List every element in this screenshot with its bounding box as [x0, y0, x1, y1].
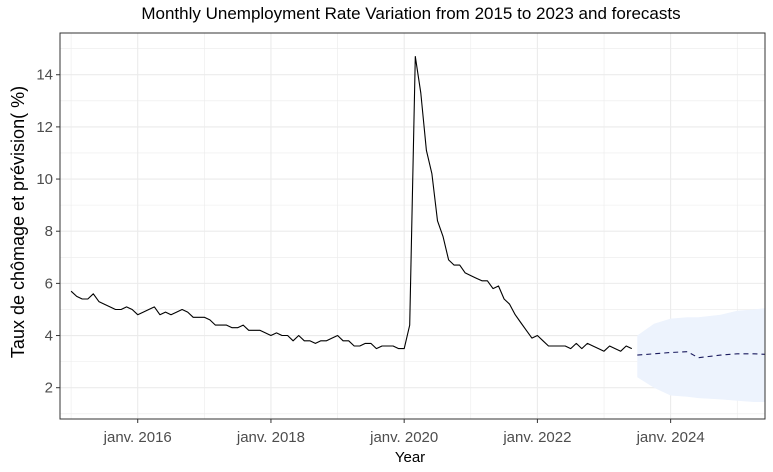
series-layer	[70, 55, 766, 359]
forecast-confidence-band	[637, 308, 765, 402]
x-tick-label: janv. 2020	[369, 429, 438, 446]
y-tick-label: 4	[45, 328, 53, 345]
chart-title: Monthly Unemployment Rate Variation from…	[141, 4, 680, 23]
grid-lines	[60, 33, 765, 419]
x-tick-label: janv. 2016	[103, 429, 172, 446]
panel-border	[59, 32, 766, 420]
forecast-line	[637, 351, 766, 359]
y-tick-label: 12	[36, 119, 53, 136]
forecast-band-layer	[637, 308, 765, 402]
x-axis-title: Year	[395, 449, 425, 466]
y-axis-title: Taux de chômage et prévision( %)	[8, 86, 28, 358]
y-tick-label: 2	[45, 380, 53, 397]
x-tick-label: janv. 2024	[636, 429, 705, 446]
actual-rate-line	[70, 55, 633, 352]
y-tick-label: 8	[45, 223, 53, 240]
y-tick-label: 10	[36, 171, 53, 188]
y-tick-label: 14	[36, 67, 53, 84]
y-axis-ticks: 2 4 6 8 10 12 14	[36, 67, 60, 397]
x-axis-ticks: janv. 2016 janv. 2018 janv. 2020 janv. 2022…	[103, 419, 705, 446]
y-tick-label: 6	[45, 275, 53, 292]
x-tick-label: janv. 2018	[236, 429, 305, 446]
x-tick-label: janv. 2022	[502, 429, 571, 446]
